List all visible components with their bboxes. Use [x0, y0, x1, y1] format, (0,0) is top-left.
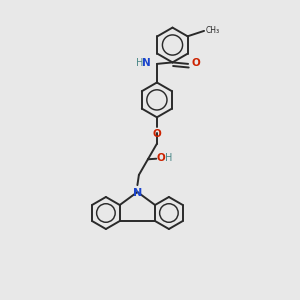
- Text: CH₃: CH₃: [206, 26, 220, 35]
- Text: H: H: [165, 153, 173, 163]
- Text: N: N: [133, 188, 142, 197]
- Text: N: N: [142, 58, 150, 68]
- Text: O: O: [191, 58, 200, 68]
- Text: O: O: [157, 153, 166, 163]
- Text: H: H: [136, 58, 143, 68]
- Text: O: O: [152, 129, 161, 139]
